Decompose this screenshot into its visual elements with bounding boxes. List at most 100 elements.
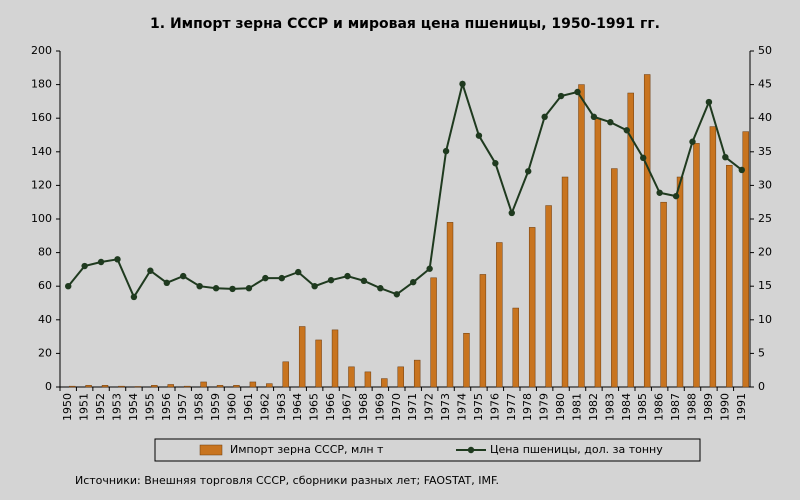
x-tick-label: 1984 <box>620 393 633 421</box>
x-tick-label: 1960 <box>226 393 239 421</box>
bar <box>134 386 142 388</box>
bar <box>249 381 257 388</box>
y2-tick-label: 5 <box>758 346 765 359</box>
x-tick-label: 1989 <box>702 393 715 421</box>
x-tick-label: 1962 <box>258 393 271 421</box>
bar <box>627 92 634 388</box>
y-tick-label: 140 <box>31 145 52 158</box>
bar <box>101 385 109 388</box>
line-marker <box>410 278 417 286</box>
x-tick-label: 1979 <box>538 393 551 421</box>
line-marker <box>541 113 548 121</box>
line-marker <box>130 293 138 301</box>
line-marker <box>492 160 499 167</box>
x-tick-label: 1956 <box>160 393 173 421</box>
line-marker <box>656 189 663 196</box>
line-marker <box>672 192 680 200</box>
x-tick-label: 1967 <box>341 393 354 421</box>
y-tick-label: 120 <box>31 178 52 191</box>
bar <box>331 329 339 388</box>
line-marker <box>475 132 483 139</box>
x-tick-label: 1980 <box>554 393 567 421</box>
bar <box>315 339 322 388</box>
y2-tick-label: 0 <box>758 380 765 393</box>
x-tick-label: 1961 <box>242 393 255 421</box>
bar <box>118 385 125 388</box>
y2-tick-label: 15 <box>758 279 772 292</box>
y-tick-label: 60 <box>38 279 52 292</box>
bar <box>496 242 503 388</box>
x-tick-label: 1963 <box>275 393 288 421</box>
line-marker <box>344 272 351 280</box>
bar <box>528 227 536 388</box>
line-marker <box>508 209 515 217</box>
x-tick-label: 1966 <box>324 393 337 421</box>
bar <box>200 381 207 388</box>
y-tick-label: 80 <box>38 246 52 259</box>
line-marker <box>163 279 170 287</box>
y2-tick-label: 20 <box>758 246 772 259</box>
bar <box>298 326 306 388</box>
line-marker <box>65 283 72 290</box>
line-marker <box>196 283 203 290</box>
line-marker <box>245 285 253 292</box>
line-marker <box>81 262 88 270</box>
line-marker <box>327 276 335 284</box>
bar <box>216 385 224 388</box>
y-tick-label: 160 <box>31 111 52 124</box>
x-tick-label: 1970 <box>390 393 403 421</box>
line-marker <box>229 285 236 293</box>
x-tick-label: 1955 <box>143 393 156 421</box>
legend-label: Импорт зерна СССР, млн т <box>230 443 384 456</box>
bar <box>151 385 158 388</box>
x-tick-label: 1957 <box>176 393 189 421</box>
bar <box>282 361 289 388</box>
bar <box>594 117 602 388</box>
x-tick-label: 1978 <box>521 393 534 421</box>
line-marker <box>590 113 598 121</box>
y-tick-label: 40 <box>38 313 52 326</box>
bar <box>413 359 421 388</box>
y2-tick-label: 10 <box>758 313 772 326</box>
bar <box>693 143 700 388</box>
bar <box>463 332 470 388</box>
legend-box <box>154 438 701 462</box>
x-tick-label: 1971 <box>406 393 419 421</box>
y2-tick-label: 40 <box>758 111 772 124</box>
x-tick-label: 1974 <box>456 393 469 421</box>
x-tick-label: 1983 <box>603 393 616 421</box>
x-tick-label: 1991 <box>735 393 748 421</box>
legend-marker <box>467 446 475 454</box>
source-note: Источники: Внешняя торговля СССР, сборни… <box>75 474 499 487</box>
line-marker <box>640 154 647 162</box>
bar <box>266 383 273 388</box>
x-tick-label: 1969 <box>373 393 386 421</box>
line-marker <box>607 119 614 126</box>
bar <box>397 366 404 388</box>
bar <box>742 131 749 388</box>
line-marker <box>278 274 285 282</box>
chart-title: 1. Импорт зерна СССР и мировая цена пшен… <box>150 16 660 32</box>
y2-tick-label: 50 <box>758 44 772 57</box>
line-marker <box>295 268 302 276</box>
line-marker <box>377 285 384 292</box>
bar <box>381 378 388 388</box>
x-tick-label: 1965 <box>308 393 321 421</box>
legend-swatch <box>199 444 223 456</box>
bar <box>512 307 519 388</box>
line-marker <box>97 258 105 266</box>
line-marker <box>738 166 745 174</box>
bar <box>578 84 585 388</box>
x-tick-label: 1951 <box>78 393 91 421</box>
x-tick-label: 1952 <box>94 393 107 421</box>
x-tick-label: 1953 <box>111 393 124 421</box>
bar <box>561 176 569 388</box>
line-marker <box>426 265 433 272</box>
bar <box>545 205 552 388</box>
bar <box>167 384 174 388</box>
y-tick-label: 200 <box>31 44 52 57</box>
x-tick-label: 1959 <box>209 393 222 421</box>
line-marker <box>393 291 400 298</box>
bar <box>233 385 240 388</box>
